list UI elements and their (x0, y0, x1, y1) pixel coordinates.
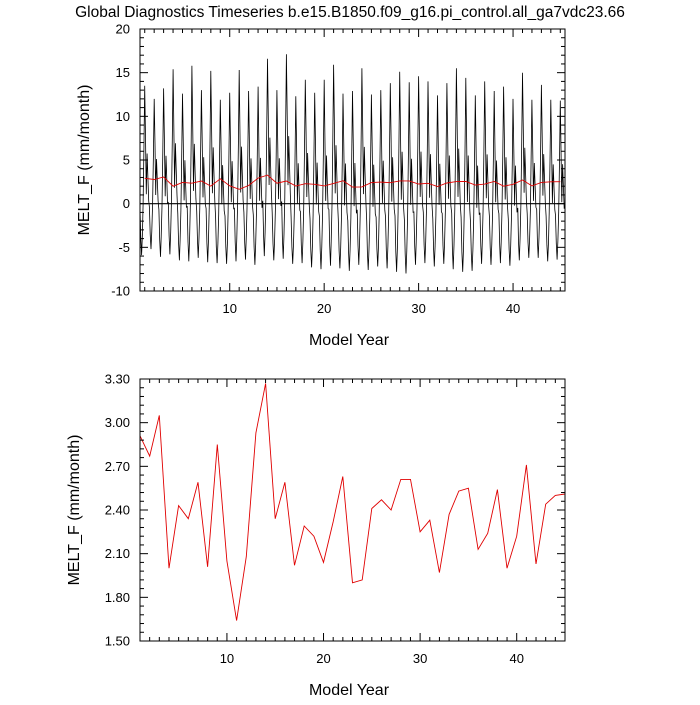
bottom-y-tick-label: 2.70 (105, 459, 130, 474)
bottom-axes: 10 20 30 40 1.50 1.80 2.10 2.40 2.70 3.00 3.30 (105, 372, 566, 666)
bottom-y-tick-label: 2.40 (105, 503, 130, 518)
top-y-tick-label: 5 (123, 153, 130, 168)
top-plot-data (139, 54, 565, 274)
bottom-annual-series-line (139, 383, 566, 621)
top-axes: 10 20 30 40 -10 -5 0 5 10 15 20 (111, 22, 565, 316)
top-y-tick-label: 15 (116, 65, 130, 80)
top-annual-series-line (144, 174, 561, 190)
top-y-tick-label: -10 (111, 284, 130, 299)
top-panel: 10 20 30 40 -10 -5 0 5 10 15 20 Model Year MELT_F … (76, 22, 566, 349)
top-x-tick-label: 10 (222, 301, 236, 316)
bottom-x-axis-label: Model Year (309, 682, 390, 699)
top-x-tick-label: 20 (317, 301, 331, 316)
bottom-x-tick-label: 20 (316, 651, 330, 666)
top-y-tick-label: 0 (123, 196, 130, 211)
top-x-tick-label: 30 (411, 301, 425, 316)
top-y-tick-label: -5 (118, 240, 130, 255)
top-monthly-series-line (139, 54, 565, 274)
bottom-x-tick-label: 10 (220, 651, 234, 666)
bottom-y-axis-label: MELT_F (mm/month) (66, 435, 83, 586)
bottom-y-tick-label: 3.30 (105, 372, 130, 387)
bottom-x-tick-label: 40 (509, 651, 523, 666)
bottom-y-tick-label: 1.80 (105, 590, 130, 605)
top-y-axis-label: MELT_F (mm/month) (76, 85, 93, 236)
bottom-panel: 10 20 30 40 1.50 1.80 2.10 2.40 2.70 3.00 3.30 Mod… (66, 372, 566, 699)
bottom-x-tick-label: 30 (413, 651, 427, 666)
top-y-tick-label: 10 (116, 109, 130, 124)
top-x-tick-label: 40 (506, 301, 520, 316)
bottom-plot-frame (139, 378, 566, 642)
bottom-y-tick-label: 1.50 (105, 634, 130, 649)
bottom-y-tick-label: 3.00 (105, 415, 130, 430)
chart-title: Global Diagnostics Timeseries b.e15.B185… (75, 4, 625, 21)
top-x-axis-label: Model Year (309, 332, 390, 349)
bottom-y-tick-label: 2.10 (105, 546, 130, 561)
top-y-tick-label: 20 (116, 22, 130, 37)
bottom-plot-data (139, 383, 566, 621)
